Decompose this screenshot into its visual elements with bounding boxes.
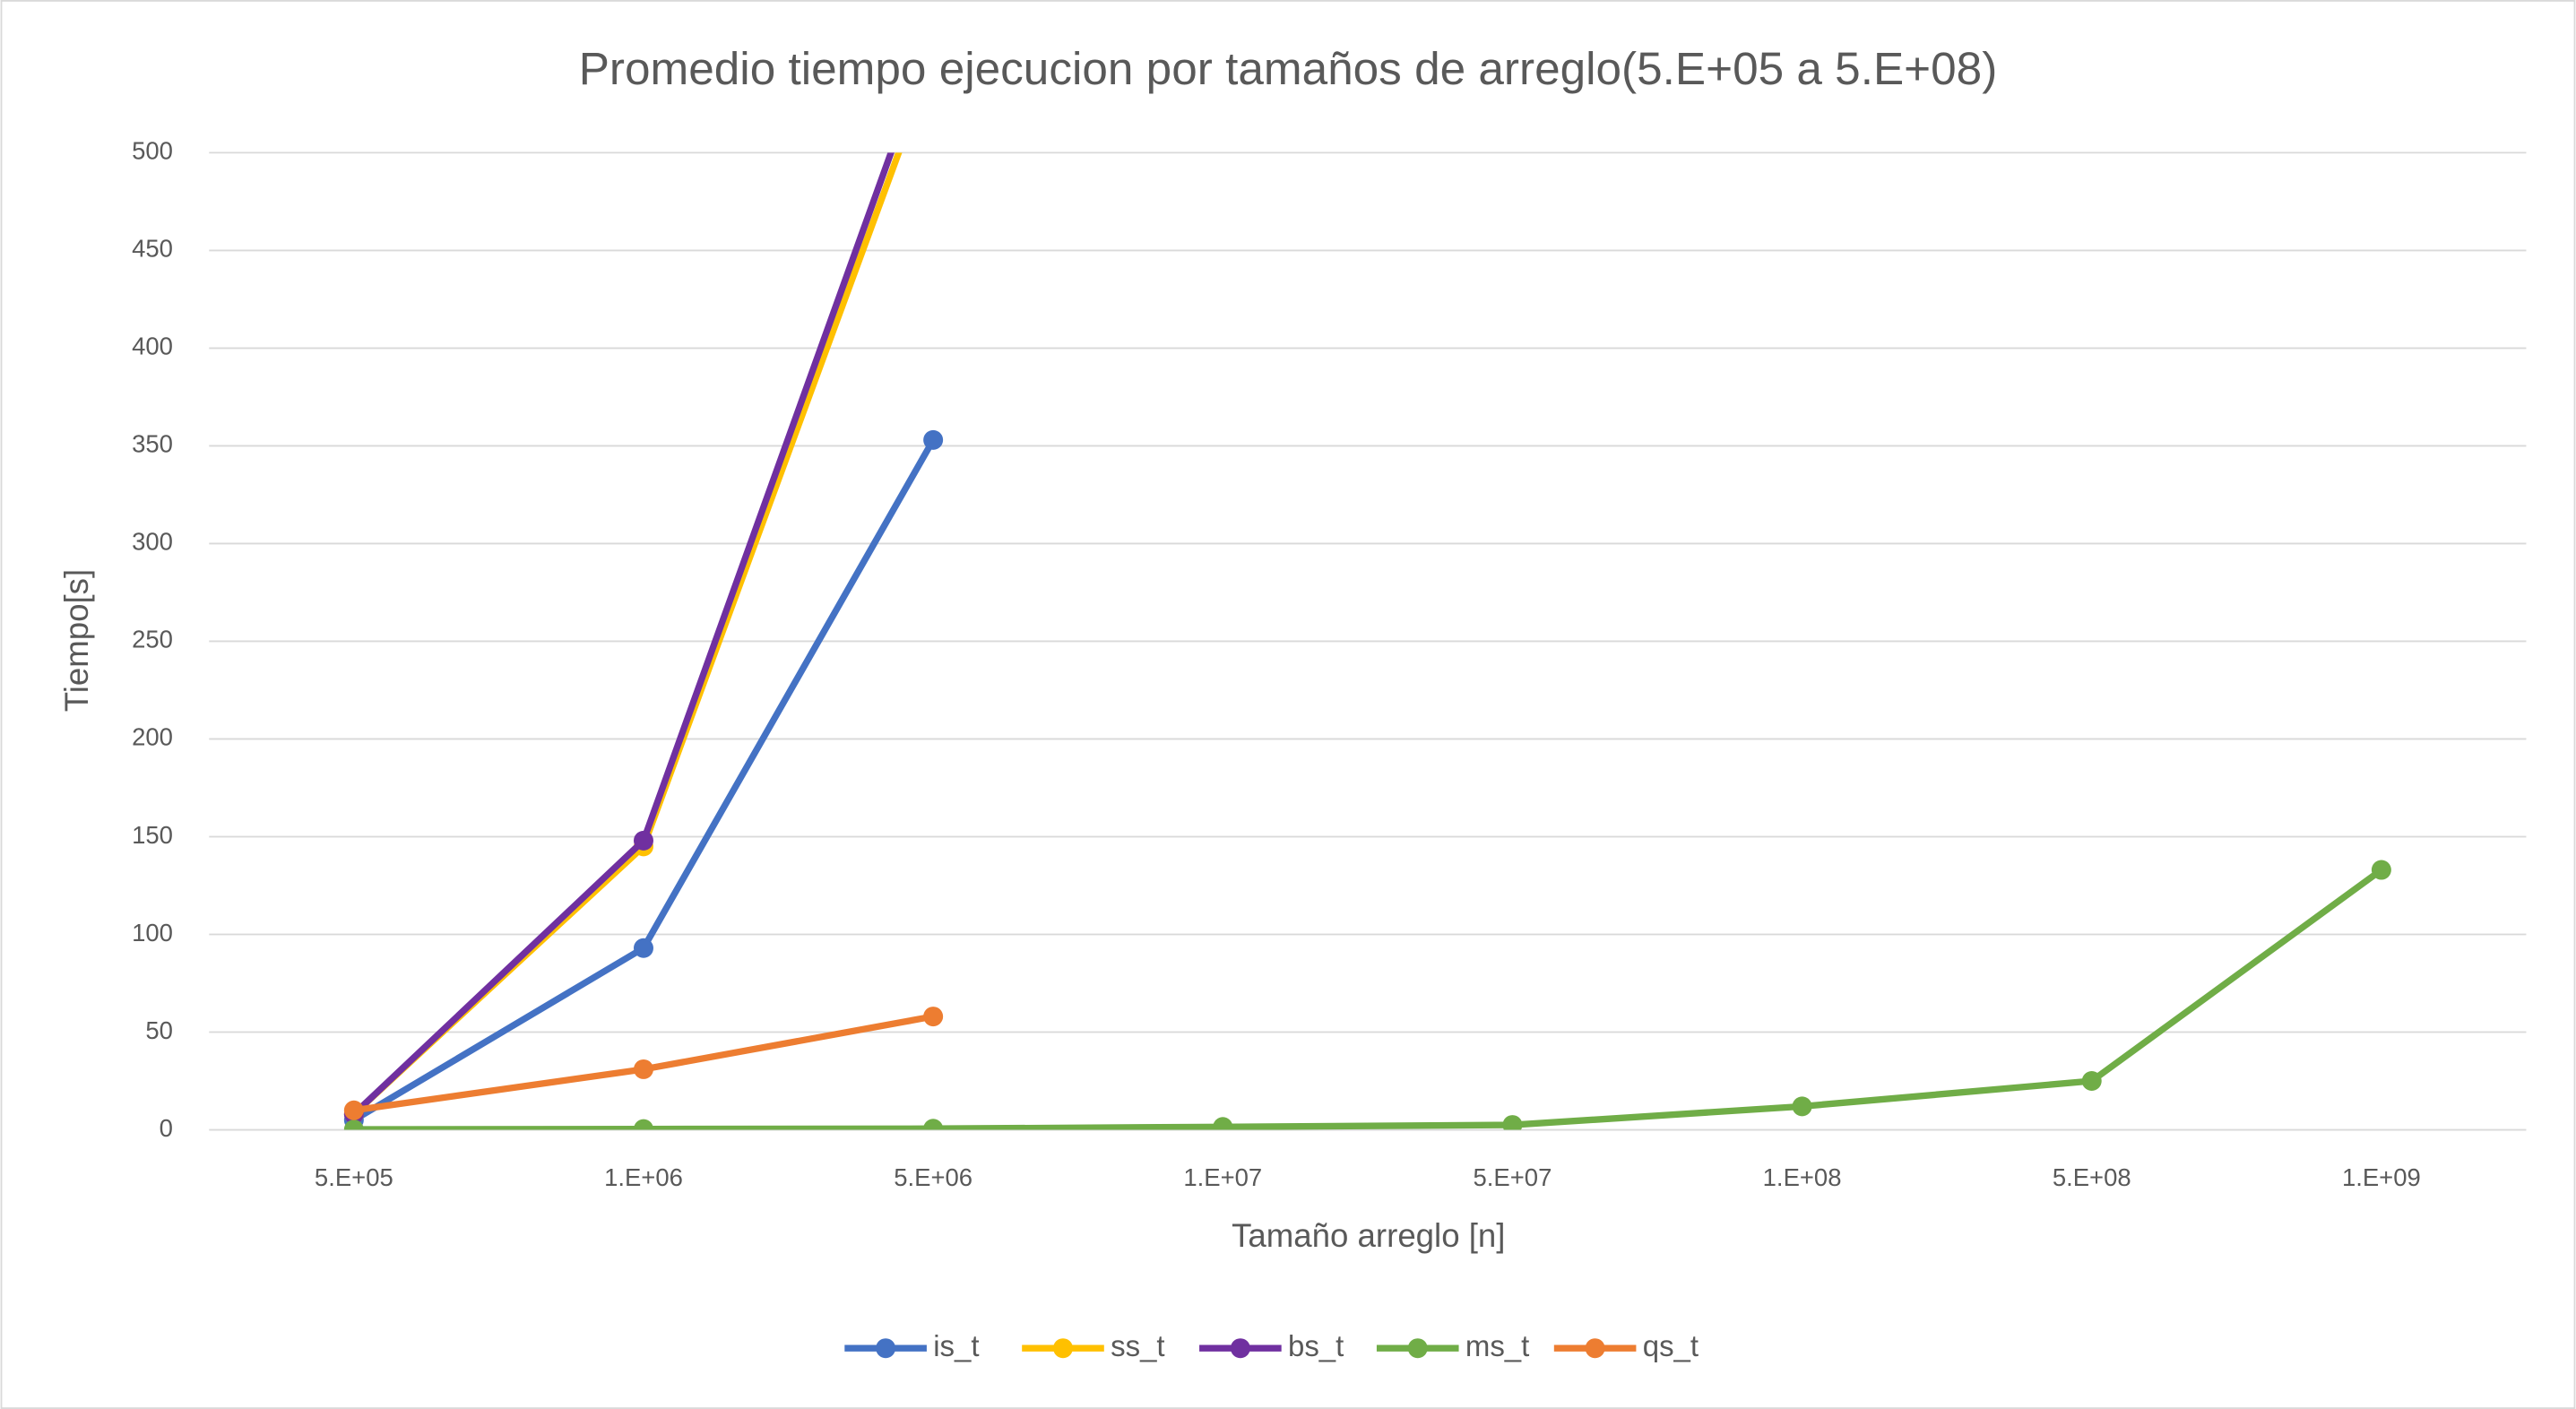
data-point <box>923 1119 944 1130</box>
data-point <box>633 938 653 958</box>
legend-marker <box>1407 1338 1428 1359</box>
y-tick-label: 350 <box>132 430 173 458</box>
series-line <box>353 867 2384 1130</box>
legend-label: ms_t <box>1465 1329 1529 1362</box>
legend-label: is_t <box>933 1329 979 1362</box>
plot-area <box>343 152 2391 1130</box>
legend-label: ss_t <box>1111 1329 1164 1362</box>
chart-title: Promedio tiempo ejecucion por tamaños de… <box>579 43 1998 94</box>
x-tick-label: 5.E+08 <box>2053 1163 2131 1191</box>
x-tick-label: 1.E+07 <box>1183 1163 1262 1191</box>
x-tick-label: 5.E+07 <box>1474 1163 1552 1191</box>
y-tick-label: 150 <box>132 821 173 849</box>
data-point <box>2081 1071 2102 1092</box>
x-tick-label: 1.E+09 <box>2342 1163 2421 1191</box>
legend-marker <box>1053 1338 1073 1359</box>
y-tick-label: 50 <box>145 1016 173 1044</box>
data-point <box>343 1119 364 1130</box>
x-tick-label: 5.E+06 <box>894 1163 972 1191</box>
y-tick-label: 400 <box>132 333 173 360</box>
legend: is_t ss_t bs_t ms_t qs_t <box>844 1329 1699 1362</box>
x-tick-label: 1.E+08 <box>1763 1163 1842 1191</box>
y-tick-label: 200 <box>132 723 173 751</box>
data-point <box>633 1119 653 1130</box>
y-tick-label: 450 <box>132 235 173 263</box>
data-point <box>343 1100 364 1120</box>
data-point <box>633 830 653 851</box>
data-point <box>1213 1117 1233 1130</box>
data-point <box>633 1059 653 1079</box>
y-tick-label: 100 <box>132 919 173 947</box>
legend-marker <box>876 1338 896 1359</box>
y-tick-label: 0 <box>160 1114 173 1142</box>
y-tick-label: 300 <box>132 528 173 556</box>
legend-label: qs_t <box>1643 1329 1699 1362</box>
data-point <box>923 429 944 450</box>
legend-marker <box>1230 1338 1250 1359</box>
x-axis-title: Tamaño arreglo [n] <box>1232 1217 1505 1254</box>
data-point <box>923 1007 944 1027</box>
x-tick-label: 1.E+06 <box>604 1163 683 1191</box>
y-axis-title: Tiempo[s] <box>58 569 95 712</box>
legend-label: bs_t <box>1288 1329 1344 1362</box>
y-tick-label: 250 <box>132 626 173 653</box>
legend-marker <box>1585 1338 1605 1359</box>
x-tick-label: 5.E+05 <box>315 1163 393 1191</box>
data-point <box>1792 1096 1812 1117</box>
y-tick-label: 500 <box>132 137 173 165</box>
data-point <box>2371 860 2391 880</box>
data-point <box>1502 1115 1523 1130</box>
